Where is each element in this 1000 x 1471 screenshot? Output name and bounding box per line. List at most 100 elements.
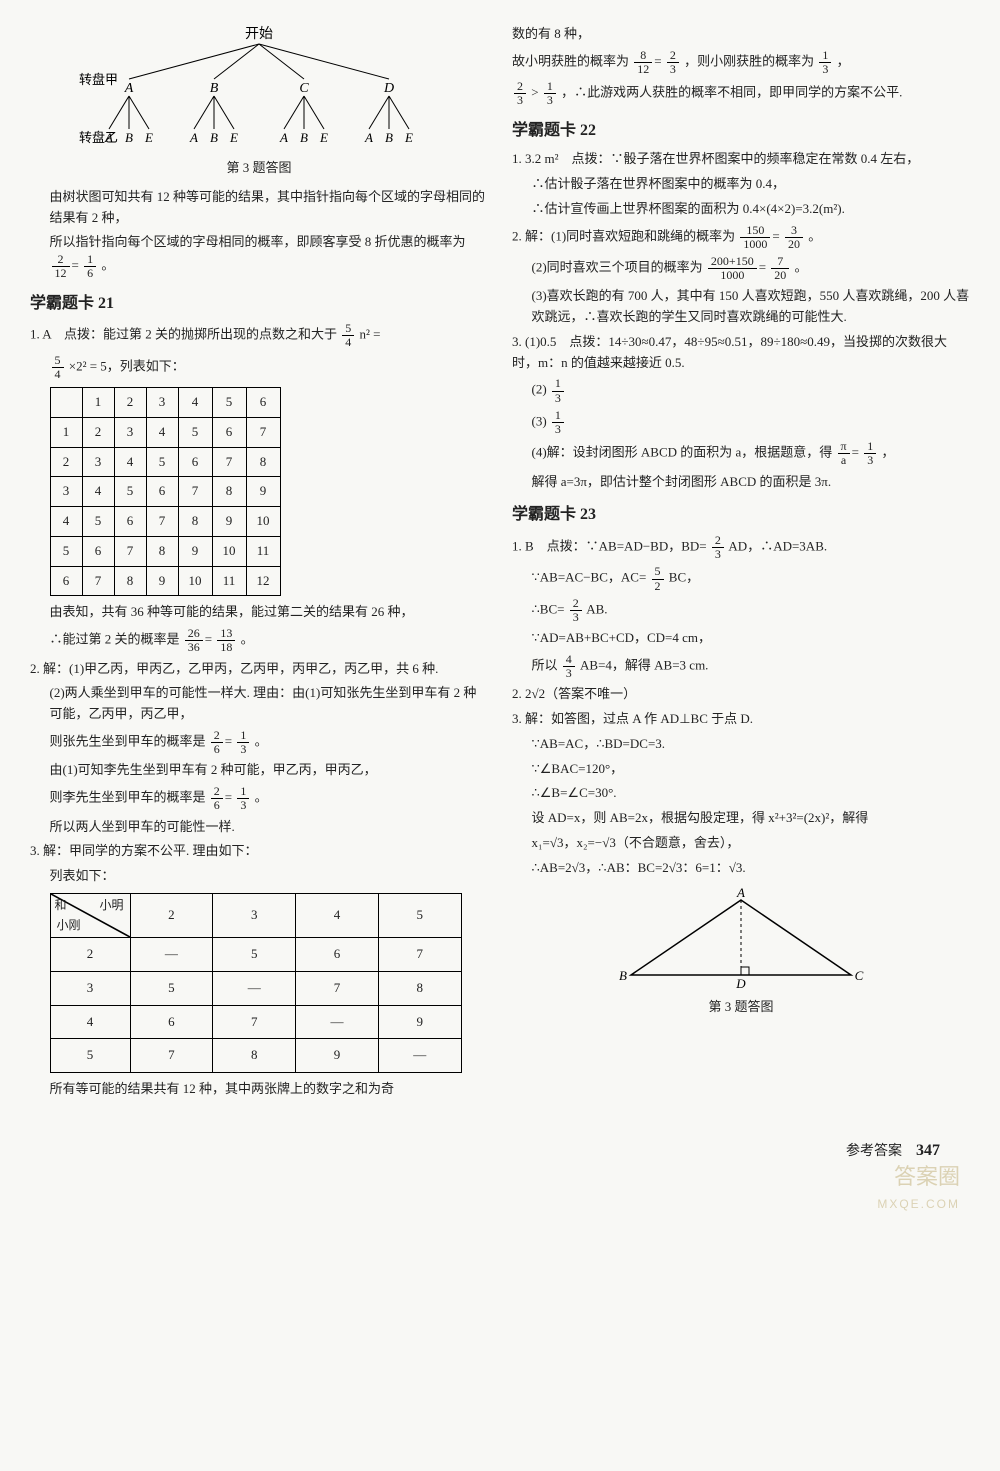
c21-q2-3: 则张先生坐到甲车的概率是 26= 13 。 [30, 729, 488, 756]
watermark-2: MXQE.COM [877, 1195, 960, 1214]
table-cell: 4 [50, 507, 82, 537]
table-cell: 7 [378, 937, 461, 971]
table-cell: 8 [246, 447, 280, 477]
table-cell: 1 [50, 417, 82, 447]
svg-text:E: E [144, 130, 153, 145]
table-header-cell: 4 [296, 893, 379, 937]
svg-text:A: A [104, 130, 113, 145]
sum-table-2: 小明小刚和23452—56735—78467—95789— [50, 893, 462, 1073]
c21-q2-5: 则李先生坐到甲车的概率是 26= 13 。 [30, 785, 488, 812]
table-cell: 9 [296, 1039, 379, 1073]
card21-title: 学霸题卡 21 [30, 291, 488, 317]
table-cell: 5 [50, 536, 82, 566]
row1-label: 转盘甲 [79, 72, 118, 87]
tree-l2 [109, 96, 409, 129]
table-cell: 7 [213, 1005, 296, 1039]
c22-q3-2: (2) 13 [512, 377, 970, 404]
watermark-1: 答案圈 [894, 1159, 960, 1194]
table-header-cell: 3 [146, 387, 178, 417]
table-cell: 7 [212, 447, 246, 477]
svg-text:B: B [300, 130, 308, 145]
left-column: 开始 转盘甲 A B C D 转盘乙 A B [30, 20, 488, 1104]
c21-q2-1: 2. 解：(1)甲乙丙，甲丙乙，乙甲丙，乙丙甲，丙甲乙，丙乙甲，共 6 种. [30, 659, 488, 680]
table-cell: 8 [212, 477, 246, 507]
c21-q3-2: 列表如下： [30, 866, 488, 887]
table-cell: 11 [212, 566, 246, 596]
cont-1: 数的有 8 种， [512, 24, 970, 45]
c21-t1a: 由表知，共有 36 种等可能的结果，能过第二关的结果有 26 种， [30, 602, 488, 623]
svg-text:A: A [736, 885, 745, 900]
c22-q2-3: (3)喜欢长跑的有 700 人，其中有 150 人喜欢短跑，550 人喜欢跳绳，… [512, 286, 970, 328]
table-header-cell: 3 [213, 893, 296, 937]
cont-2: 故小明获胜的概率为 812= 23 ，则小刚获胜的概率为 13 ， [512, 49, 970, 76]
c23-q3-4: ∴∠B=∠C=30°. [512, 783, 970, 804]
c22-q3-5: 解得 a=3π，即估计整个封闭图形 ABCD 的面积是 3π. [512, 472, 970, 493]
table-cell: 7 [296, 971, 379, 1005]
table-cell: 9 [246, 477, 280, 507]
svg-text:B: B [210, 130, 218, 145]
card22-title: 学霸题卡 22 [512, 118, 970, 144]
table-cell: 12 [246, 566, 280, 596]
table-cell: 8 [178, 507, 212, 537]
c22-q3-4: (4)解：设封闭图形 ABCD 的面积为 a，根据题意，得 πa= 13 ， [512, 440, 970, 467]
table-cell: 6 [296, 937, 379, 971]
c22-q1-2: ∴估计骰子落在世界杯图案中的概率为 0.4， [512, 174, 970, 195]
table-cell: 5 [213, 937, 296, 971]
table-cell: 11 [246, 536, 280, 566]
svg-text:B: B [385, 130, 393, 145]
svg-text:C: C [299, 81, 309, 96]
table-cell: 7 [130, 1039, 213, 1073]
table-cell: — [130, 937, 213, 971]
c21-q2-6: 所以两人坐到甲车的可能性一样. [30, 817, 488, 838]
c23-q1-2: ∵AB=AC−BC，AC= 52 BC， [512, 565, 970, 592]
table-diag-header: 小明小刚和 [50, 893, 130, 937]
table-cell: 5 [50, 1039, 130, 1073]
table-cell: 7 [246, 417, 280, 447]
svg-text:E: E [229, 130, 238, 145]
svg-text:B: B [619, 968, 627, 983]
table-cell: 7 [178, 477, 212, 507]
table-cell: 10 [246, 507, 280, 537]
c21-q1-line1: 1. A 点拨：能过第 2 关的抛掷所出现的点数之和大于 54 n² = [30, 322, 488, 349]
table-cell: 7 [82, 566, 114, 596]
table-cell: 6 [50, 566, 82, 596]
c22-q2-2: (2)同时喜欢三个项目的概率为 200+1501000= 720 。 [512, 255, 970, 282]
table-cell: 9 [378, 1005, 461, 1039]
table-header-cell: 1 [82, 387, 114, 417]
table-cell: 4 [146, 417, 178, 447]
c23-q1-1: 1. B 点拨：∵AB=AD−BD，BD= 23 AD，∴AD=3AB. [512, 534, 970, 561]
table-cell: 4 [50, 1005, 130, 1039]
triangle-diagram: A B C D [611, 885, 871, 995]
table-cell: 4 [114, 447, 146, 477]
table-cell: 9 [178, 536, 212, 566]
table-cell: 7 [114, 536, 146, 566]
c23-q1-5: 所以 43 AB=4，解得 AB=3 cm. [512, 653, 970, 680]
table-cell: 8 [213, 1039, 296, 1073]
cont-3: 23 > 13 ，∴此游戏两人获胜的概率不相同，即甲同学的方案不公平. [512, 80, 970, 107]
table-cell: 10 [178, 566, 212, 596]
tree-caption: 第 3 题答图 [30, 158, 488, 179]
c22-q3-3: (3) 13 [512, 409, 970, 436]
svg-text:C: C [855, 968, 864, 983]
table-cell: 9 [212, 507, 246, 537]
table-cell: 3 [50, 477, 82, 507]
table-cell: 8 [378, 971, 461, 1005]
table-cell: 6 [212, 417, 246, 447]
card23-title: 学霸题卡 23 [512, 502, 970, 528]
table-cell: — [378, 1039, 461, 1073]
table-cell: 6 [146, 477, 178, 507]
c23-q3-7: ∴AB=2√3，∴AB：BC=2√3：6=1：√3. [512, 858, 970, 879]
svg-text:D: D [383, 81, 394, 96]
svg-text:A: A [124, 81, 134, 96]
table-cell: 8 [146, 536, 178, 566]
c23-q3-2: ∵AB=AC，∴BD=DC=3. [512, 734, 970, 755]
table-header-cell: 2 [130, 893, 213, 937]
svg-text:A: A [189, 130, 198, 145]
c23-q2: 2. 2√2（答案不唯一） [512, 684, 970, 705]
c22-q2-1: 2. 解：(1)同时喜欢短跑和跳绳的概率为 1501000= 320 。 [512, 224, 970, 251]
table-cell: 5 [130, 971, 213, 1005]
c23-q1-4: ∵AD=AB+BC+CD，CD=4 cm， [512, 628, 970, 649]
table-cell: 6 [178, 447, 212, 477]
table-cell: 2 [50, 447, 82, 477]
svg-text:D: D [735, 976, 746, 991]
